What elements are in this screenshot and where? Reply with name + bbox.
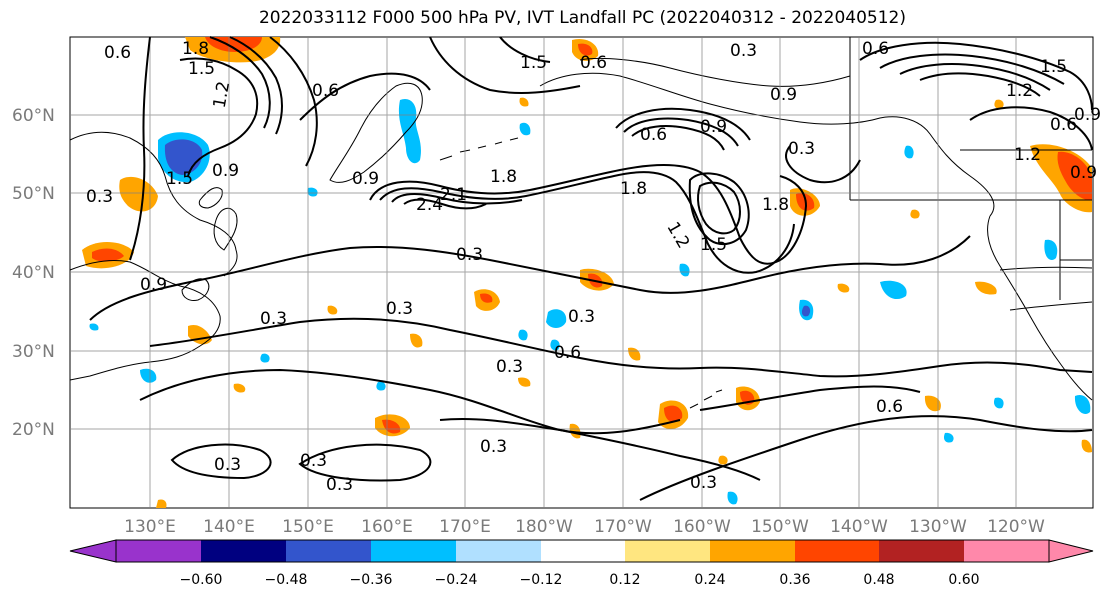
- lon-tick-label: 140°W: [830, 517, 888, 537]
- contour-label: 0.3: [568, 307, 595, 327]
- colorbar-tick-label: 0.60: [948, 572, 979, 588]
- colorbar-segment: [625, 540, 710, 562]
- contour-label: 0.9: [352, 169, 379, 189]
- colorbar-segment: [541, 540, 625, 562]
- contour-label: 0.3: [386, 299, 413, 319]
- contour-label: 1.2: [1006, 81, 1033, 101]
- lat-tick-label: 20°N: [12, 420, 55, 440]
- contour-label: 0.9: [212, 161, 239, 181]
- contour-label: 1.5: [1040, 57, 1067, 77]
- colorbar-segment: [879, 540, 964, 562]
- latitude-axis: 60°N 50°N 40°N 30°N 20°N: [12, 106, 55, 440]
- contour-label: 0.6: [640, 125, 667, 145]
- lon-tick-label: 170°E: [439, 517, 491, 537]
- contour-label: 1.5: [700, 235, 727, 255]
- contour-label: 0.6: [876, 397, 903, 417]
- lon-tick-label: 130°W: [909, 517, 967, 537]
- contour-label: 1.8: [762, 195, 789, 215]
- contour-label: 0.3: [214, 455, 241, 475]
- colorbar-extend-left: [69, 539, 117, 563]
- contour-label: 0.6: [104, 43, 131, 63]
- contour-label: 0.3: [690, 473, 717, 493]
- contour-label: 0.9: [140, 275, 167, 295]
- lon-tick-label: 180°W: [515, 517, 573, 537]
- lon-tick-label: 170°W: [594, 517, 652, 537]
- lat-tick-label: 50°N: [12, 184, 55, 204]
- colorbar-segment: [710, 540, 795, 562]
- contour-label: 0.3: [480, 437, 507, 457]
- colorbar: −0.60 −0.48 −0.36 −0.24 −0.12 0.12 0.24 …: [69, 539, 1094, 588]
- gridlines: [70, 37, 1093, 508]
- colorbar-tick-label: 0.36: [779, 572, 810, 588]
- contour-label: 0.9: [770, 85, 797, 105]
- contour-label: 0.3: [260, 309, 287, 329]
- colorbar-extend-right: [1048, 539, 1094, 563]
- contour-label: 0.3: [300, 451, 327, 471]
- lon-tick-label: 160°E: [361, 517, 413, 537]
- contour-label: 0.9: [1070, 163, 1097, 183]
- contour-label: 0.6: [580, 53, 607, 73]
- contour-label: 0.6: [554, 343, 581, 363]
- contour-label: 0.3: [326, 475, 353, 495]
- contour-label: 1.5: [188, 59, 215, 79]
- contour-label: 0.6: [312, 81, 339, 101]
- colorbar-segment: [795, 540, 879, 562]
- lon-tick-label: 150°E: [282, 517, 334, 537]
- lon-tick-label: 130°E: [124, 517, 176, 537]
- contour-label: 1.2: [1014, 145, 1041, 165]
- colorbar-tick-label: 0.12: [609, 572, 640, 588]
- contour-label: 0.9: [1074, 105, 1101, 125]
- lat-tick-label: 40°N: [12, 263, 55, 283]
- contour-labels: 0.6 1.8 1.5 1.2 0.9 0.3 0.6 0.9 1.5 0.3 …: [86, 39, 1101, 495]
- colorbar-tick-label: 0.48: [863, 572, 894, 588]
- colorbar-segment: [964, 540, 1049, 562]
- colorbar-tick-label: −0.36: [350, 572, 393, 588]
- contour-label: 2.1: [440, 185, 467, 205]
- colorbar-tick-label: 0.24: [694, 572, 725, 588]
- lat-tick-label: 30°N: [12, 342, 55, 362]
- lon-tick-label: 120°W: [987, 517, 1045, 537]
- lon-tick-label: 150°W: [751, 517, 809, 537]
- map-panel: 0.6 1.8 1.5 1.2 0.9 0.3 0.6 0.9 1.5 0.3 …: [69, 36, 1101, 509]
- contour-label: 0.9: [700, 117, 727, 137]
- contour-label: 0.3: [730, 41, 757, 61]
- lon-tick-label: 160°W: [673, 517, 731, 537]
- contour-label: 1.8: [490, 167, 517, 187]
- contour-label: 0.6: [1050, 115, 1077, 135]
- contour-label: 2.4: [416, 195, 443, 215]
- colorbar-tick-label: −0.48: [265, 572, 308, 588]
- map-title: 2022033112 F000 500 hPa PV, IVT Landfall…: [258, 8, 906, 28]
- colorbar-segment: [116, 540, 201, 562]
- pv-contours: [89, 36, 1093, 501]
- colorbar-tick-label: −0.60: [180, 572, 223, 588]
- contour-label: 0.3: [86, 187, 113, 207]
- contour-label: 1.8: [182, 39, 209, 59]
- colorbar-segment: [201, 540, 286, 562]
- contour-label: 1.5: [520, 53, 547, 73]
- colorbar-segment: [286, 540, 371, 562]
- lon-tick-label: 140°E: [203, 517, 255, 537]
- contour-label: 0.3: [456, 245, 483, 265]
- contour-label: 0.3: [788, 139, 815, 159]
- contour-label: 0.3: [496, 357, 523, 377]
- colorbar-tick-label: −0.12: [520, 572, 563, 588]
- contour-label: 1.8: [620, 179, 647, 199]
- contour-label: 0.6: [862, 39, 889, 59]
- contour-label: 1.5: [166, 169, 193, 189]
- colorbar-segment: [371, 540, 456, 562]
- longitude-axis: 130°E 140°E 150°E 160°E 170°E 180°W 170°…: [124, 517, 1045, 537]
- colorbar-segment: [456, 540, 541, 562]
- contour-label: 1.2: [210, 80, 234, 110]
- colorbar-tick-label: −0.24: [435, 572, 478, 588]
- lat-tick-label: 60°N: [12, 106, 55, 126]
